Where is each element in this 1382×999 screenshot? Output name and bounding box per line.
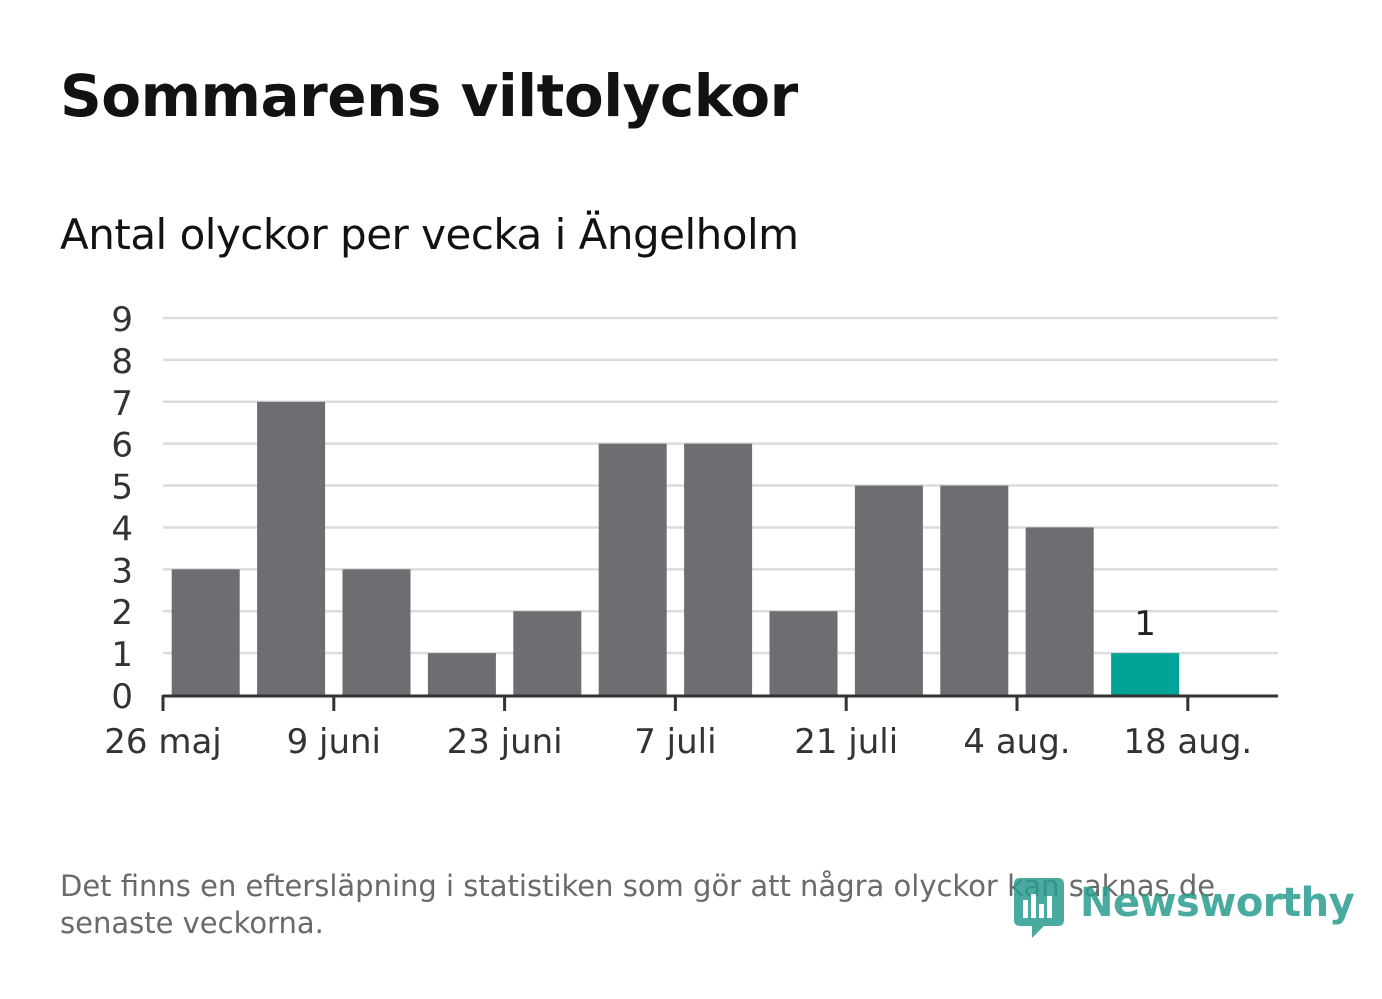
chart-subtitle: Antal olyckor per vecka i Ängelholm — [60, 210, 799, 259]
bar — [769, 611, 838, 695]
bar — [513, 611, 582, 695]
bar — [684, 443, 753, 695]
y-tick-label: 7 — [111, 384, 133, 424]
x-tick-label: 7 juli — [634, 722, 716, 762]
x-tick-label: 18 aug. — [1123, 722, 1252, 762]
bar — [1111, 653, 1180, 695]
y-tick-label: 9 — [111, 300, 133, 340]
bar — [940, 485, 1009, 695]
newsworthy-logo-text: Newsworthy — [1080, 880, 1355, 926]
newsworthy-logo[interactable]: Newsworthy — [1010, 876, 1355, 946]
bar — [171, 569, 240, 695]
y-tick-label: 2 — [111, 593, 133, 633]
bar — [342, 569, 411, 695]
y-tick-label: 1 — [111, 635, 133, 675]
x-axis-ticks: 26 maj 9 juni 23 juni 7 juli 21 juli 4 aug. 18… — [104, 695, 1252, 762]
x-tick-label: 4 aug. — [963, 722, 1070, 762]
y-tick-label: 6 — [111, 426, 133, 466]
chart-title: Sommarens viltolyckor — [60, 62, 798, 130]
newsworthy-logo-icon — [1014, 878, 1064, 938]
y-tick-label: 0 — [111, 677, 133, 717]
bar — [257, 401, 326, 695]
bars — [171, 401, 1180, 695]
bar — [854, 485, 923, 695]
y-tick-label: 5 — [111, 468, 133, 508]
y-tick-label: 8 — [111, 342, 133, 382]
bar — [427, 653, 496, 695]
bar — [598, 443, 667, 695]
data-label: 1 — [1134, 604, 1156, 644]
x-tick-label: 23 juni — [447, 722, 563, 762]
x-tick-label: 26 maj — [104, 722, 221, 762]
data-labels: 1 — [1134, 604, 1156, 644]
bar — [1025, 527, 1094, 695]
x-tick-label: 21 juli — [794, 722, 898, 762]
y-tick-label: 4 — [111, 509, 133, 549]
y-tick-label: 3 — [111, 551, 133, 591]
x-tick-label: 9 juni — [287, 722, 381, 762]
